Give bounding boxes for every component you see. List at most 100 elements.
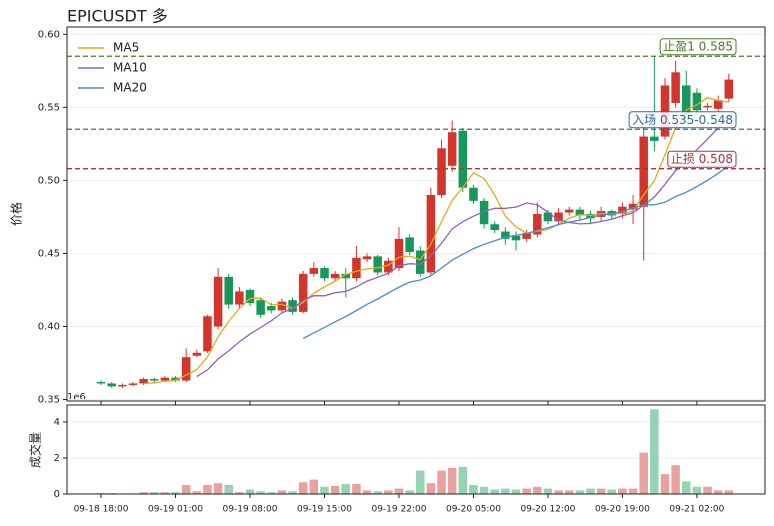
level-label: 入场 0.535-0.548 — [632, 113, 733, 127]
volume-bar — [352, 484, 361, 494]
candle-body — [533, 214, 542, 235]
volume-bar — [213, 483, 223, 494]
candle-body — [469, 187, 478, 201]
candle-body — [490, 224, 499, 231]
candle-body — [309, 268, 319, 274]
candle-body — [341, 273, 351, 279]
legend-label: MA5 — [113, 41, 139, 55]
volume-bar — [713, 490, 723, 494]
y-tick-label: 4 — [54, 417, 60, 428]
candle-body — [479, 200, 489, 225]
candle-body — [447, 132, 457, 166]
volume-bar — [458, 466, 468, 494]
x-tick-label: 09-20 19:00 — [595, 505, 650, 515]
candle-body — [575, 209, 585, 216]
x-tick-label: 09-19 22:00 — [371, 505, 426, 515]
candle-body — [256, 300, 265, 315]
candle-body — [352, 257, 361, 279]
candle-body — [235, 291, 244, 305]
y-tick-label: 0 — [54, 489, 60, 500]
chart-title: EPICUSDT 多 — [67, 7, 168, 26]
candle-body — [224, 276, 233, 305]
volume-bar — [564, 490, 574, 494]
volume-bar — [384, 490, 393, 494]
candle-body — [96, 382, 106, 384]
volume-bar — [479, 486, 489, 494]
candle-body — [703, 105, 712, 108]
candle-body — [149, 379, 159, 381]
volume-bar — [192, 491, 202, 494]
y-tick-label: 2 — [54, 453, 60, 464]
level-label-box — [667, 150, 737, 168]
volume-bar — [245, 489, 255, 494]
volume-bar — [160, 492, 170, 494]
legend-label: MA20 — [113, 81, 147, 95]
volume-bar — [277, 490, 287, 494]
candle-body — [267, 306, 276, 311]
volume-bar — [660, 474, 670, 494]
x-tick-label: 09-19 15:00 — [297, 505, 352, 515]
candle-body — [288, 300, 297, 312]
volume-bar — [235, 492, 244, 494]
volume-bar — [181, 484, 191, 494]
candle-body — [362, 256, 372, 260]
candle-body — [671, 72, 680, 103]
candle-body — [373, 256, 382, 273]
candle-body — [298, 273, 308, 312]
moving-average-line — [302, 164, 730, 340]
candle-body — [320, 268, 329, 279]
candle-body — [618, 206, 627, 214]
candle-body — [522, 232, 531, 239]
volume-bar — [586, 488, 595, 494]
candle-body — [181, 357, 191, 381]
volume-bar — [267, 492, 276, 494]
candle-body — [128, 383, 138, 385]
volume-bar — [501, 488, 510, 494]
volume-bar — [288, 491, 297, 494]
candle-body — [394, 238, 404, 269]
candle-body — [203, 316, 212, 352]
volume-bar — [309, 479, 319, 494]
volume-bar — [426, 483, 436, 494]
volume-bar — [724, 490, 734, 494]
volume-bar — [703, 486, 712, 494]
volume-bar — [320, 486, 329, 494]
volume-bar — [447, 467, 457, 494]
volume-bar — [628, 488, 638, 494]
volume-bar — [522, 488, 531, 494]
volume-bar — [533, 486, 542, 494]
y-tick-label: 0.35 — [38, 395, 60, 406]
candle-body — [384, 260, 393, 273]
x-tick-label: 09-20 05:00 — [446, 505, 501, 515]
x-tick-label: 09-19 08:00 — [223, 505, 278, 515]
volume-frame — [66, 404, 766, 495]
moving-average-line — [196, 114, 730, 378]
candle-body — [724, 79, 734, 99]
volume-bar — [373, 491, 382, 494]
candle-body — [628, 203, 638, 210]
candle-body — [713, 100, 723, 109]
candle-body — [586, 214, 595, 219]
candle-body — [511, 235, 521, 241]
volume-bar — [139, 492, 148, 494]
candle-body — [426, 195, 436, 273]
candle-body — [501, 231, 510, 239]
candle-body — [160, 377, 170, 381]
candle-body — [107, 383, 116, 387]
candle-body — [650, 136, 659, 141]
x-tick-label: 09-21 02:00 — [669, 505, 724, 515]
moving-average-line — [143, 96, 729, 385]
volume-bar — [692, 486, 702, 494]
volume-bar — [639, 452, 648, 494]
volume-bar — [171, 492, 180, 494]
level-label: 止盈1 0.585 — [663, 40, 733, 54]
volume-bar — [607, 489, 617, 494]
volume-bar — [469, 484, 478, 494]
x-tick-label: 09-20 12:00 — [520, 505, 575, 515]
y-tick-label: 0.45 — [38, 248, 60, 259]
y-axis-label: 价格 — [9, 202, 24, 226]
candle-body — [416, 250, 425, 274]
candle-body — [458, 130, 468, 188]
volume-bar — [298, 482, 308, 494]
